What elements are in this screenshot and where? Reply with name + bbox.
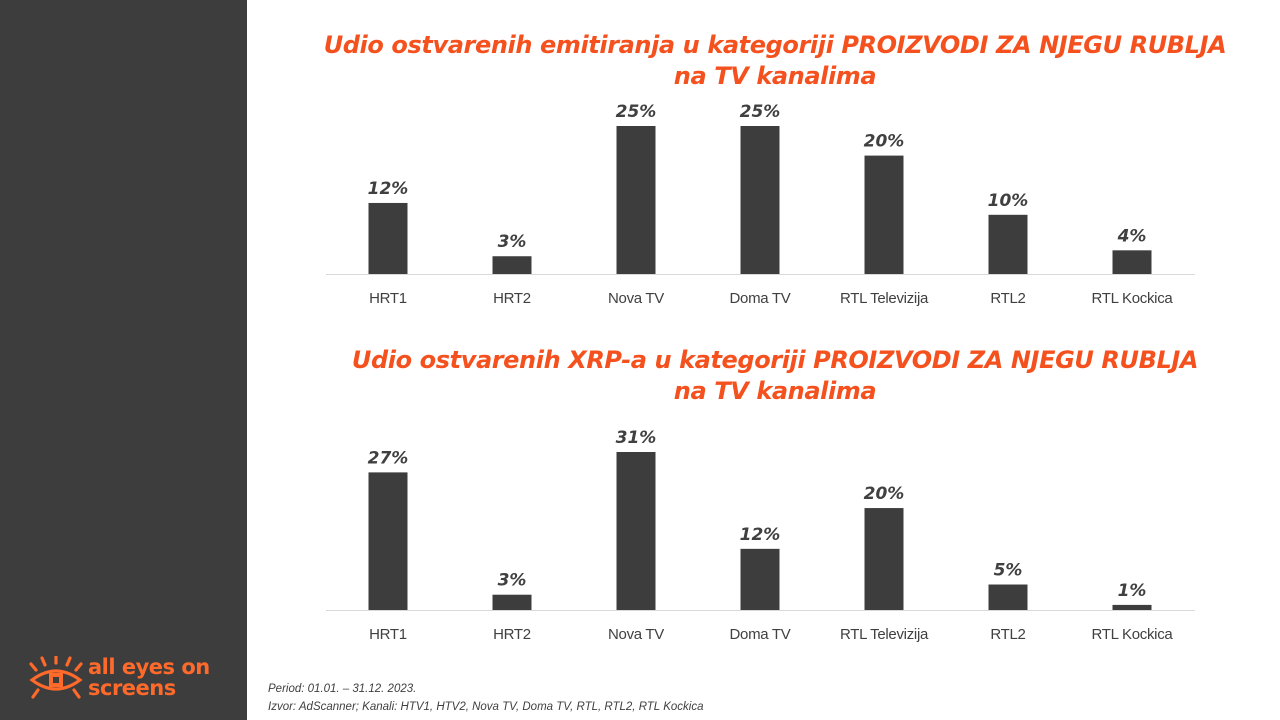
chart-1-tick-label-doma-tv: Doma TV [730, 290, 791, 307]
chart-1-title: Udio ostvarenih emitiranja u kategoriji … [310, 30, 1240, 92]
chart-1-bar-rtl2 [988, 214, 1028, 274]
chart-2-tick-label-rtl-televizija: RTL Televizija [840, 626, 929, 643]
logo-wordmark: all eyes on screens [88, 657, 210, 699]
chart-1-bar-doma-tv [740, 126, 780, 274]
footer-period: Period: 01.01. – 31.12. 2023. [268, 683, 417, 695]
chart-2-bar-hrt2 [492, 594, 532, 610]
chart-2-data-label-hrt1: 27% [368, 448, 409, 468]
chart-1-bar-nova-tv [616, 126, 656, 274]
chart-1-bar-hrt2 [492, 256, 532, 274]
chart-2-bar-nova-tv [616, 452, 656, 610]
chart-1-bar-hrt1 [368, 202, 408, 274]
chart-2-data-label-rtl-televizija: 20% [864, 484, 905, 504]
chart-1-tick-label-hrt2: HRT2 [493, 290, 531, 307]
chart-2-data-label-rtl-kockica: 1% [1118, 581, 1147, 601]
eye-logo-icon [29, 656, 83, 699]
chart-2-tick-label-rtl2: RTL2 [990, 626, 1025, 643]
chart-1-tick-label-rtl-kockica: RTL Kockica [1092, 290, 1174, 307]
chart-1-bar-rtl-kockica [1112, 250, 1152, 274]
sidebar-panel: all eyes on screens [0, 0, 247, 720]
chart-2-bar-rtl2 [988, 584, 1028, 610]
chart-2-bar-hrt1 [368, 472, 408, 610]
chart-2-bar-doma-tv [740, 548, 780, 610]
chart-2-data-label-doma-tv: 12% [740, 525, 781, 545]
footer-source: Izvor: AdScanner; Kanali: HTV1, HTV2, No… [268, 701, 704, 713]
chart-2-title: Udio ostvarenih XRP-a u kategoriji PROIZ… [310, 345, 1240, 407]
chart-1-data-label-doma-tv: 25% [740, 102, 781, 122]
chart-2-tick-label-rtl-kockica: RTL Kockica [1092, 626, 1174, 643]
chart-2-title-line-1: Udio ostvarenih XRP-a u kategoriji PROIZ… [351, 346, 1199, 374]
chart-2-data-label-nova-tv: 31% [616, 428, 657, 448]
chart-1-title-line-2: na TV kanalima [673, 62, 877, 90]
brand-logo: all eyes on screens [28, 656, 228, 702]
logo-line-1: all eyes on [88, 655, 210, 679]
chart-1-data-label-hrt1: 12% [368, 179, 409, 199]
chart-2-bar-rtl-televizija [864, 508, 904, 610]
chart-2-data-label-rtl2: 5% [994, 561, 1023, 581]
chart-1-tick-label-rtl-televizija: RTL Televizija [840, 290, 929, 307]
chart-1-data-label-rtl-televizija: 20% [864, 132, 905, 152]
chart-2-tick-label-hrt1: HRT1 [369, 626, 407, 643]
chart-1-data-label-rtl-kockica: 4% [1117, 226, 1147, 246]
chart-1-tick-label-nova-tv: Nova TV [608, 290, 664, 307]
logo-line-2: screens [88, 676, 176, 700]
chart-2-tick-label-nova-tv: Nova TV [608, 626, 664, 643]
chart-2-title-line-2: na TV kanalima [673, 377, 877, 405]
chart-2-tick-label-hrt2: HRT2 [493, 626, 531, 643]
chart-1-data-label-hrt2: 3% [498, 232, 527, 252]
chart-2-data-label-hrt2: 3% [498, 571, 527, 591]
chart-1-bar-rtl-televizija [864, 155, 904, 274]
footer-notes: Period: 01.01. – 31.12. 2023. Izvor: AdS… [268, 680, 703, 716]
chart-1-tick-label-hrt1: HRT1 [369, 290, 407, 307]
chart-1-title-line-1: Udio ostvarenih emitiranja u kategoriji … [323, 31, 1227, 59]
chart-1-data-label-rtl2: 10% [988, 191, 1029, 211]
chart-1-tick-label-rtl2: RTL2 [990, 290, 1025, 307]
chart-2-bar-rtl-kockica [1112, 604, 1152, 610]
chart-1-data-label-nova-tv: 25% [616, 102, 657, 122]
chart-2-tick-label-doma-tv: Doma TV [730, 626, 791, 643]
